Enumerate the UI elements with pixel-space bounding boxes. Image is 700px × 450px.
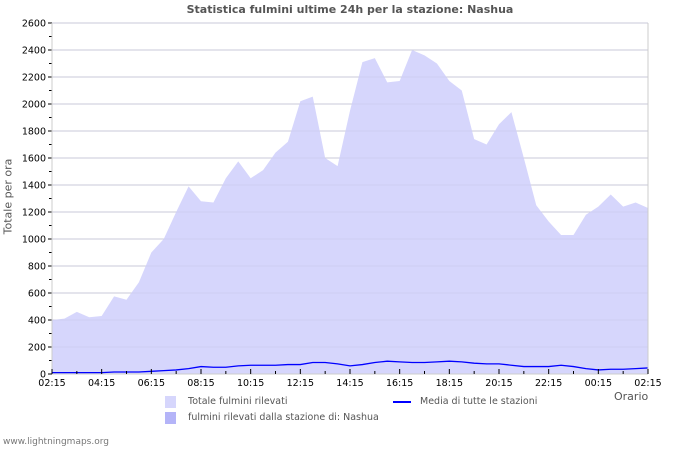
y-tick-label: 1200 [22, 208, 46, 219]
legend-swatch-station [165, 412, 176, 424]
x-tick-label: 06:15 [138, 378, 165, 389]
y-tick-label: 0 [40, 370, 46, 381]
x-tick-label: 14:15 [336, 378, 363, 389]
y-tick-label: 800 [28, 262, 46, 273]
x-tick-label: 00:15 [585, 378, 612, 389]
x-tick-label: 04:15 [88, 378, 115, 389]
x-tick-label: 16:15 [386, 378, 413, 389]
y-tick-label: 2600 [22, 19, 46, 30]
x-tick-label: 02:15 [634, 378, 661, 389]
y-tick-label: 400 [28, 316, 46, 327]
y-axis-label: Totale per ora [1, 158, 15, 235]
x-axis-label: Orario [614, 390, 649, 403]
y-tick-label: 1600 [22, 154, 46, 165]
y-tick-label: 1000 [22, 235, 46, 246]
legend-line-average [393, 401, 411, 403]
x-tick-label: 20:15 [485, 378, 512, 389]
x-tick-label: 12:15 [287, 378, 314, 389]
legend-swatch-total [165, 396, 176, 408]
legend-label-total: Totale fulmini rilevati [188, 396, 288, 407]
y-tick-label: 600 [28, 289, 46, 300]
footer-source: www.lightningmaps.org [3, 437, 109, 447]
x-tick-label: 02:15 [38, 378, 65, 389]
y-tick-label: 2400 [22, 46, 46, 57]
legend-label-average: Media di tutte le stazioni [420, 396, 538, 407]
x-tick-label: 10:15 [237, 378, 264, 389]
y-tick-label: 1400 [22, 181, 46, 192]
x-tick-label: 08:15 [187, 378, 214, 389]
y-tick-label: 200 [28, 343, 46, 354]
legend-label-station: fulmini rilevati dalla stazione di: Nash… [188, 412, 379, 423]
y-tick-label: 1800 [22, 127, 46, 138]
y-tick-label: 2200 [22, 73, 46, 84]
chart-title: Statistica fulmini ultime 24h per la sta… [186, 3, 514, 16]
y-tick-label: 2000 [22, 100, 46, 111]
x-tick-label: 18:15 [436, 378, 463, 389]
x-tick-label: 22:15 [535, 378, 562, 389]
